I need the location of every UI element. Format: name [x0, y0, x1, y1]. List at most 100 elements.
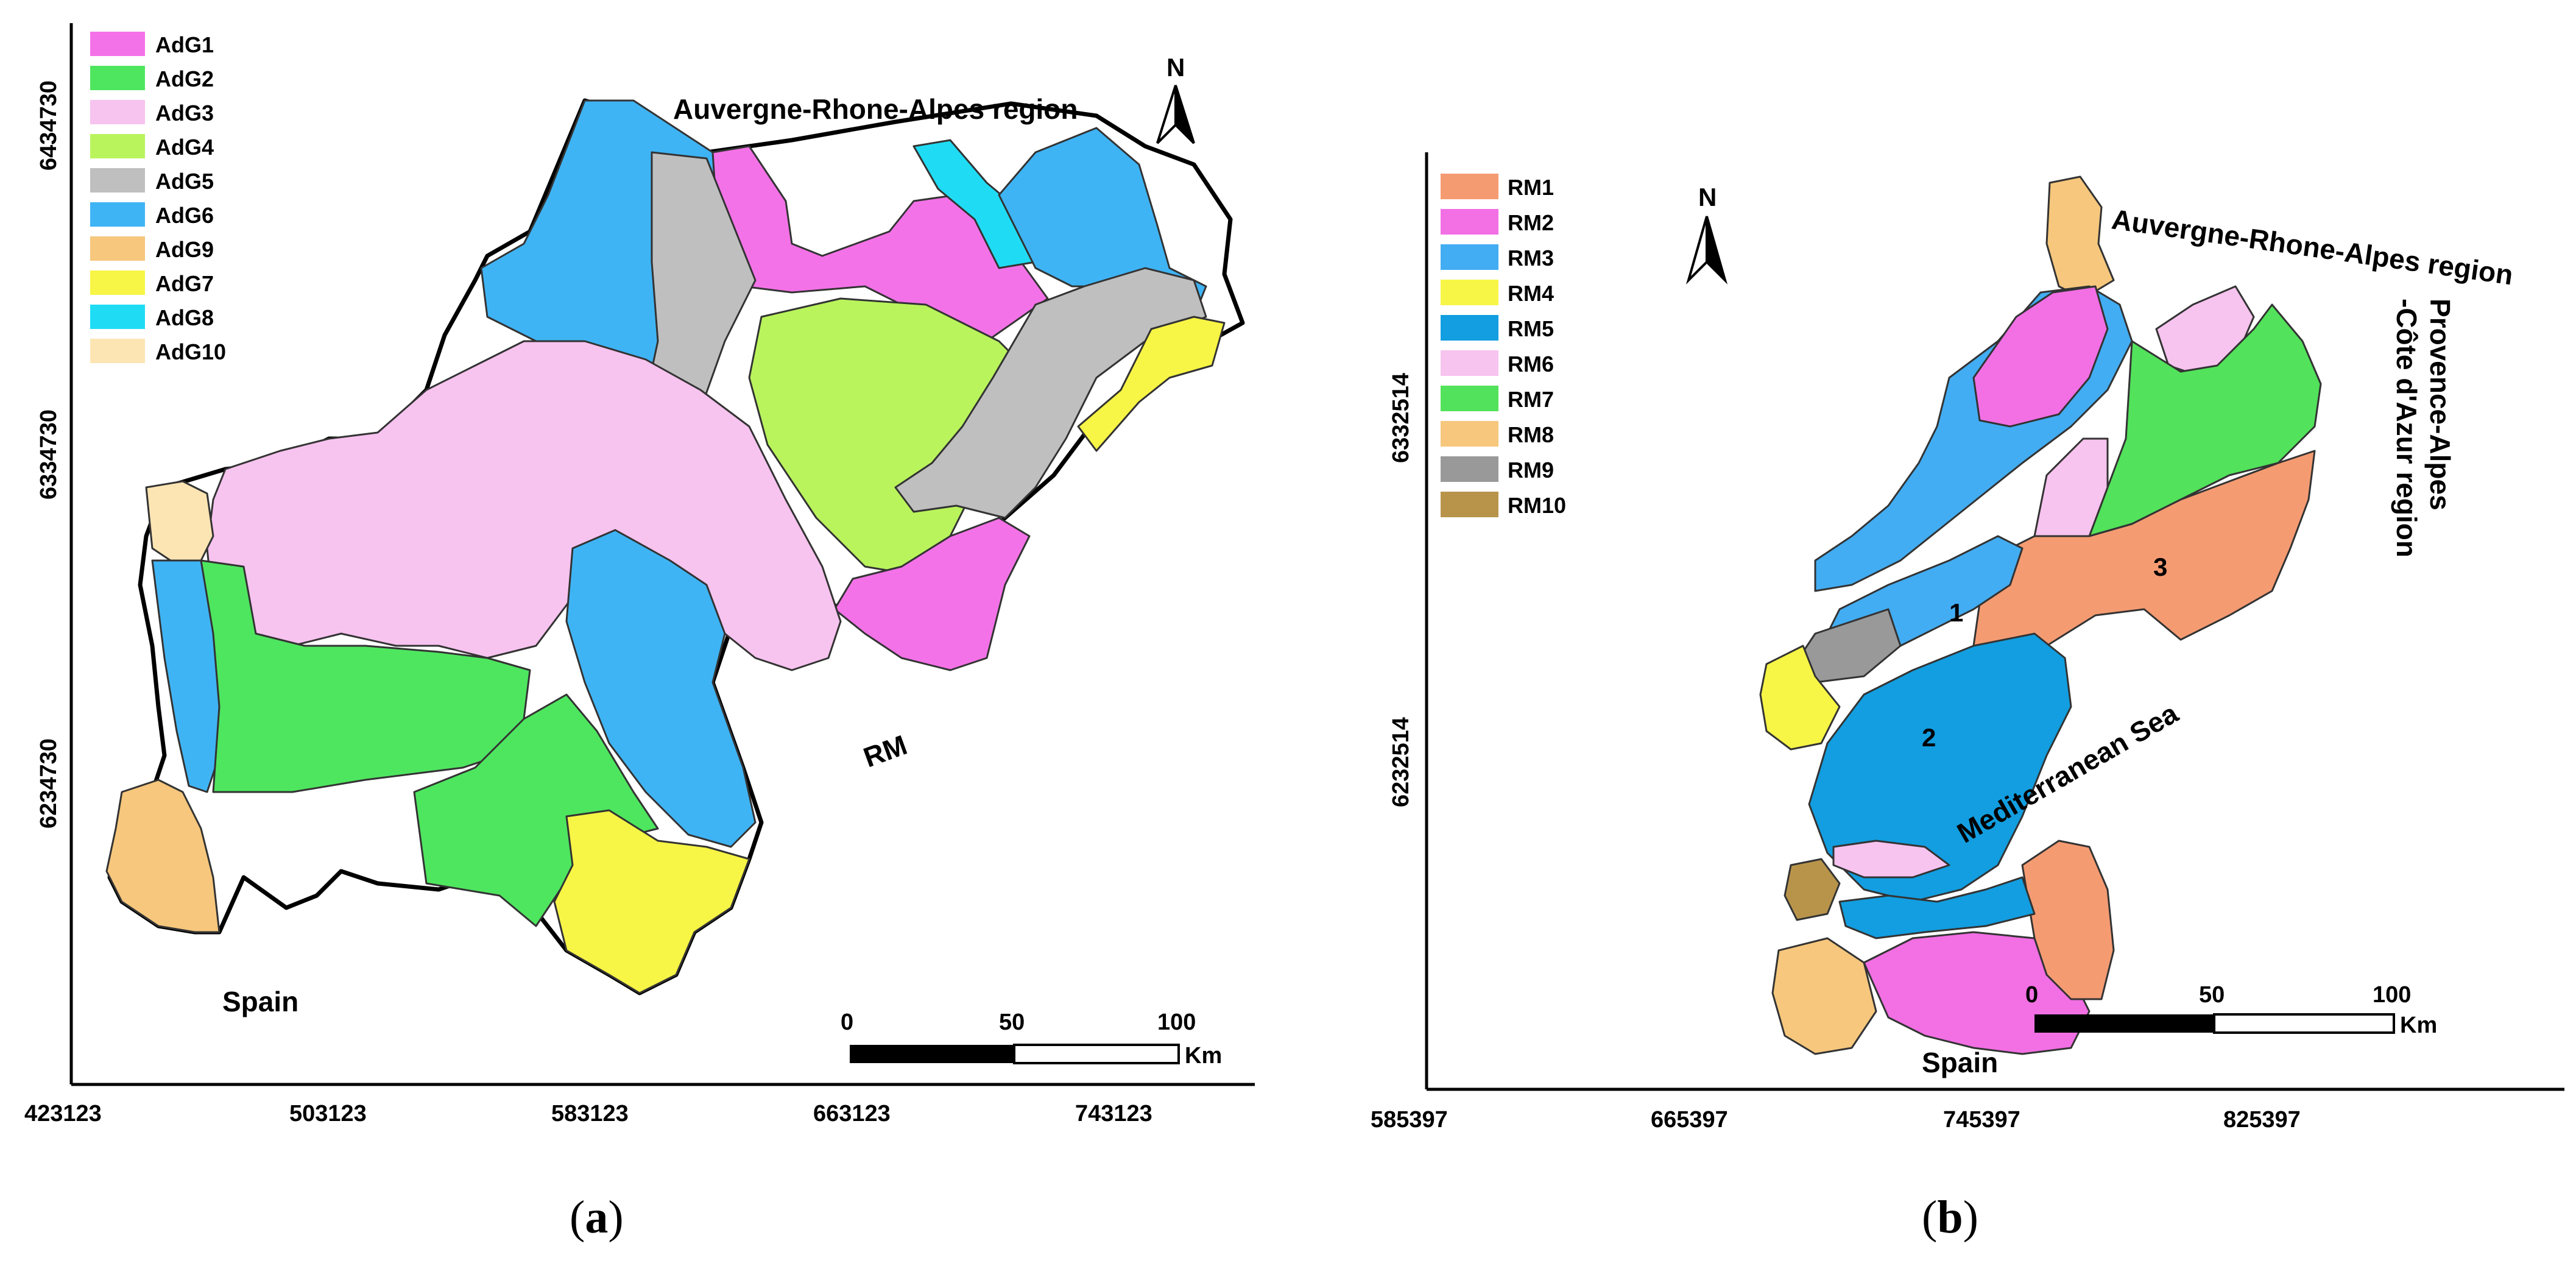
zone-label: 1	[1949, 598, 1963, 627]
x-tick-label: 503123	[289, 1101, 367, 1126]
region-adg9	[105, 779, 221, 933]
y-tick-label: 6434730	[36, 80, 62, 171]
legend-swatch	[1441, 456, 1498, 482]
legend-label: RM1	[1508, 175, 1554, 200]
east-region-label: Provence-Alpes	[2424, 299, 2456, 511]
north-region-label: Auvergne-Rhone-Alpes region	[2110, 203, 2515, 291]
y-tick-label: 6232514	[1388, 717, 1414, 807]
y-tick-label: 6334730	[36, 409, 62, 500]
x-tick-label: 745397	[1943, 1107, 2020, 1133]
legend-swatch	[90, 66, 145, 90]
y-tick-label: 6332514	[1388, 373, 1414, 463]
legend-swatch	[90, 32, 145, 56]
scale-tick: 100	[1157, 1010, 1196, 1035]
region-adg10	[145, 480, 214, 562]
y-tick-label: 6234730	[36, 738, 62, 829]
region-adg7	[1077, 316, 1226, 452]
legend-swatch	[1441, 421, 1498, 447]
region-rm9	[1790, 608, 1902, 684]
legend-label: RM10	[1508, 493, 1566, 518]
caption-b: (b)	[1922, 1192, 1978, 1243]
scale-tick: 0	[841, 1010, 853, 1035]
legend-swatch	[90, 339, 145, 363]
region-adg1	[833, 517, 1031, 671]
scale-tick: 0	[2025, 982, 2038, 1008]
legend-a: AdG1 AdG2 AdG3 AdG4 AdG5 AdG6 AdG9 AdG7 …	[90, 32, 226, 364]
legend-label: AdG3	[155, 101, 214, 126]
scale-bar-a: 0 50 100 Km	[841, 1010, 1222, 1069]
map-regions-a	[105, 98, 1245, 995]
legend-swatch	[90, 236, 145, 261]
legend-label: RM8	[1508, 422, 1554, 447]
legend-label: RM9	[1508, 458, 1554, 483]
caption-a: (a)	[570, 1192, 624, 1243]
x-tick-label: 423123	[24, 1101, 102, 1126]
legend-swatch	[90, 271, 145, 295]
legend-label: AdG2	[155, 66, 214, 91]
x-tick-label: 825397	[2223, 1107, 2301, 1133]
region-adg6	[565, 529, 757, 848]
legend-swatch	[1441, 280, 1498, 305]
region-rm5	[1808, 632, 2072, 903]
east-region-label: -Côte d'Azur region	[2391, 299, 2422, 557]
region-adg5	[894, 267, 1207, 519]
north-label: N	[1698, 183, 1717, 211]
legend-label: AdG10	[155, 339, 226, 364]
region-rm1	[2021, 840, 2115, 1000]
x-tick-label: 743123	[1075, 1101, 1152, 1126]
region-rm8	[2045, 175, 2115, 300]
legend-label: AdG8	[155, 305, 214, 330]
north-region-label: Auvergne-Rhone-Alpes region	[673, 93, 1078, 125]
north-arrow-icon: N	[1156, 53, 1195, 144]
region-adg7	[553, 809, 750, 994]
legend-swatch	[1441, 386, 1498, 411]
map-panel-b: 6332514 6232514 585397 665397 745397 825…	[1371, 152, 2564, 1133]
scale-unit: Km	[1185, 1043, 1222, 1069]
x-tick-label: 665397	[1651, 1107, 1728, 1133]
legend-label: RM2	[1508, 210, 1554, 235]
legend-swatch	[1441, 492, 1498, 517]
scale-tick: 100	[2373, 982, 2411, 1008]
zone-label: 3	[2153, 553, 2167, 581]
region-rm6	[1832, 840, 1950, 879]
legend-swatch	[90, 168, 145, 193]
scale-unit: Km	[2400, 1013, 2437, 1038]
map-panel-a: 6434730 6334730 6234730 423123 503123 58…	[24, 23, 1255, 1126]
legend-label: RM4	[1508, 281, 1554, 306]
legend-label: AdG9	[155, 237, 214, 262]
rm-label: RM	[859, 729, 911, 773]
legend-label: RM6	[1508, 352, 1554, 377]
legend-swatch	[1441, 209, 1498, 235]
north-label: N	[1166, 53, 1185, 82]
region-rm5	[1838, 876, 2036, 939]
x-tick-label: 583123	[551, 1101, 629, 1126]
legend-label: RM7	[1508, 387, 1554, 412]
legend-label: RM3	[1508, 246, 1554, 271]
legend-swatch	[90, 305, 145, 329]
legend-label: AdG5	[155, 169, 214, 194]
legend-label: AdG4	[155, 135, 214, 160]
legend-swatch	[1441, 350, 1498, 376]
scale-tick: 50	[2199, 982, 2225, 1008]
x-tick-label: 663123	[813, 1101, 891, 1126]
legend-label: AdG1	[155, 32, 214, 57]
legend-label: AdG6	[155, 203, 214, 228]
legend-swatch	[90, 202, 145, 227]
legend-swatch	[1441, 174, 1498, 199]
region-rm4	[1759, 645, 1841, 751]
spain-label: Spain	[1922, 1047, 1998, 1078]
legend-swatch	[1441, 315, 1498, 341]
spain-label: Spain	[222, 986, 298, 1017]
legend-b: RM1 RM2 RM3 RM4 RM5 RM6 RM7 RM8 RM9 RM10	[1441, 174, 1566, 518]
north-arrow-icon: N	[1685, 183, 1728, 285]
legend-label: RM5	[1508, 316, 1554, 341]
x-tick-label: 585397	[1371, 1107, 1448, 1133]
scale-tick: 50	[999, 1010, 1025, 1035]
legend-swatch	[1441, 244, 1498, 270]
region-rm8	[1771, 937, 1877, 1055]
map-regions-b	[1759, 175, 2322, 1055]
legend-label: AdG7	[155, 271, 214, 296]
region-rm2	[1972, 285, 2109, 428]
legend-swatch	[90, 100, 145, 124]
zone-label: 2	[1922, 723, 1936, 752]
